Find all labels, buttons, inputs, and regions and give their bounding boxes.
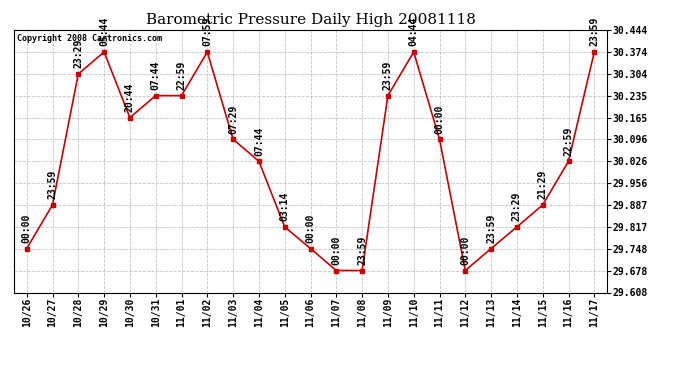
Text: 00:00: 00:00 xyxy=(435,104,444,134)
Text: 00:00: 00:00 xyxy=(306,214,315,243)
Text: 07:44: 07:44 xyxy=(254,126,264,156)
Text: 23:59: 23:59 xyxy=(48,170,57,200)
Text: 23:59: 23:59 xyxy=(383,61,393,90)
Text: 07:44: 07:44 xyxy=(150,61,161,90)
Text: 23:59: 23:59 xyxy=(486,214,496,243)
Title: Barometric Pressure Daily High 20081118: Barometric Pressure Daily High 20081118 xyxy=(146,13,475,27)
Text: 07:29: 07:29 xyxy=(228,104,238,134)
Text: 00:00: 00:00 xyxy=(21,214,32,243)
Text: 21:29: 21:29 xyxy=(538,170,548,200)
Text: 23:29: 23:29 xyxy=(512,192,522,221)
Text: 04:44: 04:44 xyxy=(408,17,419,46)
Text: 00:00: 00:00 xyxy=(331,236,342,265)
Text: 23:29: 23:29 xyxy=(73,39,83,68)
Text: 05:44: 05:44 xyxy=(99,17,109,46)
Text: 22:59: 22:59 xyxy=(177,61,186,90)
Text: 00:00: 00:00 xyxy=(460,236,471,265)
Text: 03:14: 03:14 xyxy=(279,192,290,221)
Text: Copyright 2008 Cartronics.com: Copyright 2008 Cartronics.com xyxy=(17,34,161,43)
Text: 23:59: 23:59 xyxy=(357,236,367,265)
Text: 07:59: 07:59 xyxy=(202,17,213,46)
Text: 20:44: 20:44 xyxy=(125,82,135,112)
Text: 22:59: 22:59 xyxy=(564,126,573,156)
Text: 23:59: 23:59 xyxy=(589,17,600,46)
